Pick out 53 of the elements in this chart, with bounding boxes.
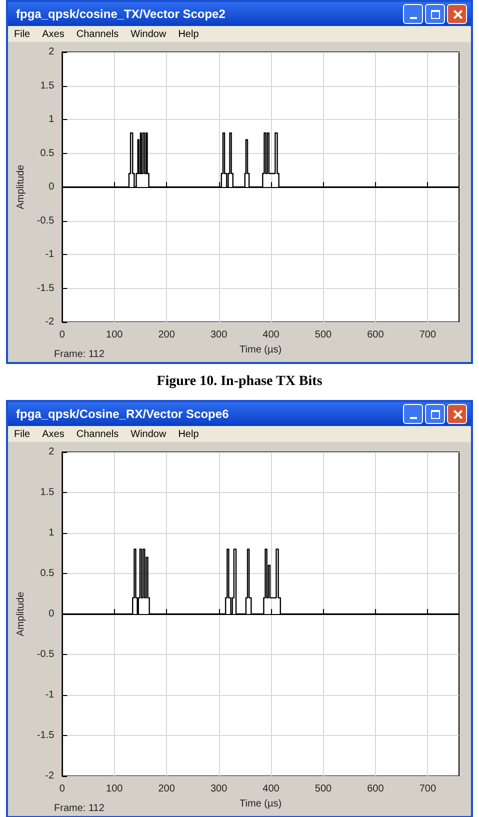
- y-tick-label: -2: [45, 316, 55, 328]
- x-tick-label: 0: [59, 330, 66, 340]
- x-tick-label: 0: [59, 784, 66, 794]
- text: Frame: 112: [54, 803, 104, 814]
- x-tick-label: 200: [158, 330, 176, 340]
- y-tick-label: 1.5: [40, 487, 55, 498]
- y-tick-label: -1.5: [36, 730, 55, 741]
- y-tick-label: -2: [45, 770, 55, 782]
- y-tick-label: 0.5: [40, 568, 55, 579]
- x-tick-label: 600: [367, 330, 384, 340]
- text: Help: [178, 428, 199, 440]
- x-tick-label: 300: [210, 330, 228, 340]
- y-tick-label: -0.5: [36, 649, 55, 660]
- y-tick-label: -1.5: [36, 282, 55, 294]
- text: Channels: [76, 428, 119, 440]
- text: Axes: [42, 428, 64, 440]
- text: File: [14, 428, 30, 440]
- x-tick-label: 400: [262, 330, 280, 340]
- y-tick-label: -0.5: [36, 215, 55, 226]
- x-tick-label: 600: [367, 784, 384, 794]
- text: Frame: 112: [54, 349, 104, 360]
- y-tick-label: -1: [45, 249, 55, 260]
- x-tick-label: 100: [106, 330, 124, 340]
- y-tick-label: -1: [45, 690, 55, 700]
- x-tick-label: 200: [158, 784, 176, 794]
- y-tick-label: 1.5: [40, 80, 55, 92]
- y-tick-label: 0: [48, 182, 55, 192]
- y-tick-label: 1: [48, 528, 55, 538]
- text: Channels: [76, 28, 119, 40]
- text: Axes: [42, 28, 64, 40]
- chart-title: fpga_qpsk/cosine_TX/Vector Scope2: [16, 7, 226, 21]
- y-tick-label: 2: [48, 446, 55, 458]
- y-tick-label: 0.5: [40, 148, 55, 159]
- x-axis-title: Time (µs): [240, 344, 282, 356]
- x-tick-label: 100: [106, 784, 124, 794]
- text: Window: [130, 428, 166, 440]
- y-axis-title: Amplitude: [16, 591, 26, 636]
- caption: Figure 10. In-phase TX Bits: [156, 373, 324, 391]
- x-tick-label: 500: [314, 784, 332, 794]
- x-axis-title: Time (µs): [240, 798, 282, 810]
- y-tick-label: 2: [48, 46, 55, 58]
- x-tick-label: 400: [262, 784, 280, 794]
- x-tick-label: 700: [419, 784, 436, 794]
- text: File: [14, 28, 30, 40]
- x-tick-label: 500: [314, 330, 332, 340]
- chart-title: fpga_qpsk/Cosine_RX/Vector Scope6: [16, 407, 230, 421]
- y-tick-label: 0: [48, 608, 55, 620]
- text: Window: [130, 28, 166, 40]
- y-tick-label: 1: [48, 114, 55, 125]
- y-axis-title: Amplitude: [16, 164, 26, 210]
- x-tick-label: 300: [210, 784, 228, 794]
- x-tick-label: 700: [419, 330, 436, 340]
- text: Help: [178, 28, 199, 40]
